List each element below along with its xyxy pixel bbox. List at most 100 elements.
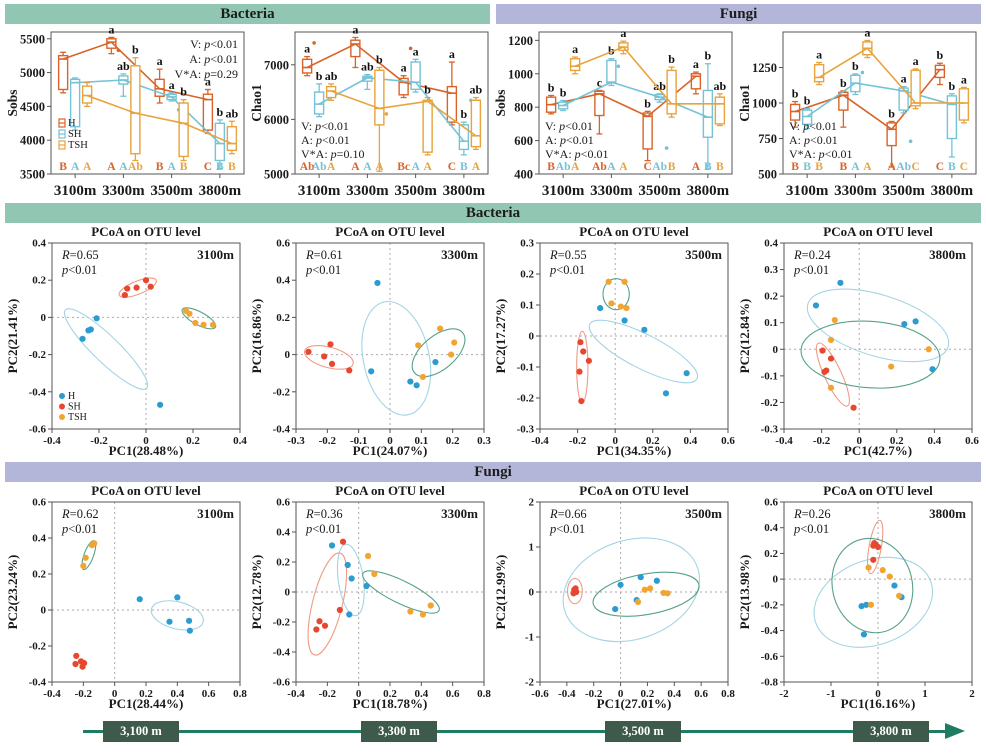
data-point-TSH xyxy=(451,339,458,346)
svg-text:3300m: 3300m xyxy=(590,183,633,199)
data-point-H xyxy=(621,317,628,324)
svg-text:3800m: 3800m xyxy=(443,183,486,199)
svg-text:A: p<0.01: A: p<0.01 xyxy=(189,52,238,66)
scatter-series xyxy=(800,279,950,411)
svg-text:0: 0 xyxy=(356,688,362,700)
svg-text:0.2: 0.2 xyxy=(32,569,46,581)
svg-text:a: a xyxy=(157,54,163,68)
svg-text:3500m: 3500m xyxy=(882,183,925,199)
svg-text:p<0.01: p<0.01 xyxy=(549,522,585,536)
data-point-SH xyxy=(871,540,878,547)
data-point-TSH xyxy=(621,278,628,285)
svg-text:b: b xyxy=(840,76,847,90)
svg-text:-0.2: -0.2 xyxy=(517,393,535,405)
svg-text:-0.4: -0.4 xyxy=(761,625,779,637)
data-point-H xyxy=(186,627,193,634)
svg-text:0.4: 0.4 xyxy=(684,435,698,447)
svg-text:-0.3: -0.3 xyxy=(287,435,305,447)
boxplot-fungi-chao1: 500 750 1000 1250 Chao1 3100m 3300m 3500m 3800m b… xyxy=(737,24,981,200)
pcoa-fungi-3100-svg: PCoA on OTU level-0.4 -0.2 0 0.2 0.4 0.6 0.8-0… xyxy=(5,483,247,711)
svg-text:-0.3: -0.3 xyxy=(761,424,779,436)
data-point-H xyxy=(858,603,865,610)
annotations: R=0.62p<0.01 3100m xyxy=(61,506,234,536)
svg-text:V: p<0.01: V: p<0.01 xyxy=(190,37,238,51)
pcoa-panel-bacteria-3800: PCoA on OTU level -0.4 -0.2 0 0.2 0.4 0.6 -0.3-… xyxy=(737,223,981,459)
data-point-SH xyxy=(336,606,343,614)
data-point-TSH xyxy=(664,590,671,597)
boxplot-fungi-sobs: 400 600 800 1000 1200 Sobs 3100m 3300m 3500m 3800… xyxy=(493,24,737,200)
svg-text:b: b xyxy=(132,43,139,57)
svg-text:0.1: 0.1 xyxy=(520,300,534,312)
header-fungi-alpha: Fungi xyxy=(496,4,981,24)
data-point-H xyxy=(185,617,193,624)
annotations: R=0.24p<0.01 3800m xyxy=(793,247,966,277)
data-point-H xyxy=(597,305,604,312)
svg-text:-0.2: -0.2 xyxy=(319,435,337,447)
svg-text:R=0.66: R=0.66 xyxy=(549,507,587,521)
data-point-H xyxy=(407,378,414,385)
data-point-TSH xyxy=(617,303,624,310)
svg-text:A: p<0.01: A: p<0.01 xyxy=(301,133,350,147)
svg-text:A: A xyxy=(327,161,336,173)
svg-text:3500m: 3500m xyxy=(638,183,681,199)
svg-text:5000: 5000 xyxy=(20,66,45,80)
data-point-SH xyxy=(142,277,150,284)
right-arrow-icon xyxy=(945,723,965,739)
svg-text:b: b xyxy=(424,83,431,97)
svg-text:A: p<0.01: A: p<0.01 xyxy=(789,133,838,147)
svg-text:0: 0 xyxy=(529,587,535,599)
svg-text:1000: 1000 xyxy=(508,67,533,81)
scatter-series xyxy=(562,537,701,643)
svg-text:-0.2: -0.2 xyxy=(813,435,831,447)
svg-text:0.6: 0.6 xyxy=(764,497,778,509)
data-point-H xyxy=(85,327,92,334)
elevation-label-3300: 3,300 m xyxy=(361,721,437,742)
svg-text:TSH: TSH xyxy=(68,412,87,423)
svg-text:5000: 5000 xyxy=(264,168,289,182)
annotations: R=0.66p<0.01 3500m xyxy=(549,506,722,536)
svg-text:PCoA on OTU level: PCoA on OTU level xyxy=(335,483,445,498)
svg-text:p<0.01: p<0.01 xyxy=(61,522,97,536)
data-point-H xyxy=(157,401,164,408)
data-point-SH xyxy=(79,663,86,670)
data-point-TSH xyxy=(647,585,654,592)
svg-text:-0.2: -0.2 xyxy=(761,599,779,611)
svg-text:B: B xyxy=(156,161,164,173)
boxplot-bacteria-sobs: 3500 4000 4500 5000 5500 Sobs 3100m 3300m 3500m 3… xyxy=(5,24,249,200)
svg-text:PC2(13.98%): PC2(13.98%) xyxy=(737,555,752,630)
data-point-SH xyxy=(576,368,583,375)
annotations: R=0.65p<0.01 3100m xyxy=(61,247,234,277)
svg-text:-2: -2 xyxy=(525,677,535,689)
svg-text:p<0.01: p<0.01 xyxy=(793,263,829,277)
pcoa-bacteria-3300-svg: PCoA on OTU level-0.3 -0.2 -0.1 0 0.1 0.2 0.3-… xyxy=(249,224,491,458)
svg-text:3500m: 3500m xyxy=(394,183,437,199)
svg-text:B: B xyxy=(716,161,724,173)
svg-text:2: 2 xyxy=(529,497,535,509)
data-point-H xyxy=(812,302,820,309)
svg-text:0.6: 0.6 xyxy=(965,435,979,447)
svg-text:b: b xyxy=(180,85,187,99)
data-point-SH xyxy=(580,348,587,355)
svg-text:0.2: 0.2 xyxy=(764,548,778,560)
svg-text:A: p<0.01: A: p<0.01 xyxy=(545,133,594,147)
data-point-TSH xyxy=(419,373,426,381)
svg-text:5500: 5500 xyxy=(20,32,45,46)
svg-text:-0.2: -0.2 xyxy=(273,386,291,398)
svg-text:-0.4: -0.4 xyxy=(775,435,793,447)
scatter-series xyxy=(63,277,217,408)
svg-text:0.4: 0.4 xyxy=(170,688,184,700)
pcoa-bacteria-3800-svg: PCoA on OTU level-0.4 -0.2 0 0.2 0.4 0.6-0.3-… xyxy=(737,224,979,458)
svg-text:V: p<0.01: V: p<0.01 xyxy=(301,119,349,133)
data-point-TSH xyxy=(371,570,378,578)
svg-text:-0.4: -0.4 xyxy=(287,688,305,700)
svg-text:a: a xyxy=(205,74,211,88)
pcoa-bacteria-3100-svg: PCoA on OTU level-0.4 -0.2 0 0.2 0.4-0.6-0.4… xyxy=(5,224,247,458)
svg-text:a: a xyxy=(108,24,114,36)
data-point-H xyxy=(368,368,375,375)
data-point-H xyxy=(344,561,351,569)
svg-text:b: b xyxy=(949,79,956,93)
